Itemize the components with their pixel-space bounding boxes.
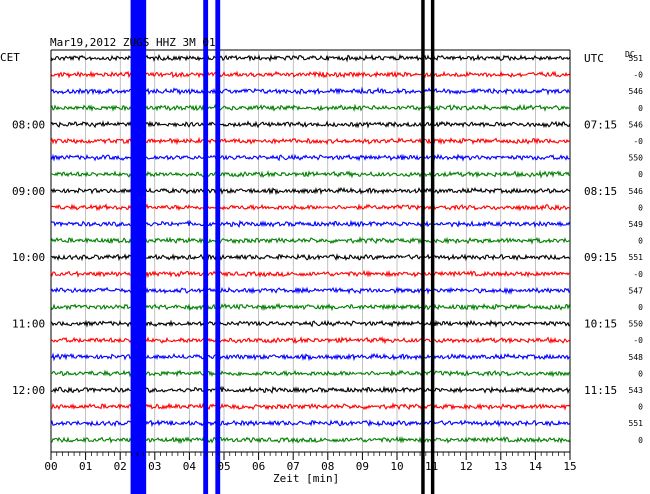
x-tick-label: 01 [79, 460, 92, 473]
dc-value: -0 [633, 270, 643, 279]
dc-value: 0 [638, 403, 643, 412]
event-bands [130, 0, 435, 494]
event-band [421, 0, 425, 494]
dc-value: 546 [629, 120, 644, 129]
right-time-label: 09:15 [584, 251, 617, 264]
right-time-label: 08:15 [584, 185, 617, 198]
event-band [130, 0, 147, 494]
x-tick-label: 05 [217, 460, 230, 473]
event-band [430, 0, 435, 494]
x-tick-label: 07 [287, 460, 300, 473]
x-tick-label: 13 [494, 460, 507, 473]
dc-value: 0 [638, 203, 643, 212]
left-time-label: 08:00 [12, 118, 45, 131]
dc-value: 0 [638, 237, 643, 246]
x-tick-label: 04 [183, 460, 197, 473]
x-tick-label: 02 [114, 460, 127, 473]
x-tick-label: 15 [563, 460, 576, 473]
dc-value: 551 [629, 419, 644, 428]
x-tick-label: 12 [460, 460, 473, 473]
dc-value: 0 [638, 170, 643, 179]
dc-value: 0 [638, 436, 643, 445]
dc-value: 546 [629, 87, 644, 96]
event-band [215, 0, 221, 494]
dc-value: 548 [629, 353, 644, 362]
row-labels: 08:00 09:00 10:00 11:00 12:00 UTC 07:15 08:15 09… [12, 52, 643, 445]
dc-value: 550 [629, 154, 644, 163]
right-time-label: 07:15 [584, 118, 617, 131]
dc-value: 547 [629, 286, 644, 295]
dc-value: -0 [633, 71, 643, 80]
x-tick-label: 09 [356, 460, 369, 473]
dc-value: 0 [638, 104, 643, 113]
x-axis-label: Zeit [min] [273, 472, 339, 485]
dc-value: 551 [629, 54, 644, 63]
right-time-label: 10:15 [584, 318, 617, 331]
dc-value: 551 [629, 253, 644, 262]
chart-title: Mar19,2012 ZUGS HHZ 3M 01 [50, 36, 216, 49]
dc-value: 543 [629, 386, 644, 395]
left-time-label: 10:00 [12, 251, 45, 264]
x-tick-label: 11 [425, 460, 438, 473]
dc-value: 0 [638, 303, 643, 312]
x-axis: 00 01 02 03 04 05 06 07 08 09 10 11 12 13 14 15 [44, 452, 577, 473]
trace-rows [50, 53, 571, 445]
x-tick-label: 06 [252, 460, 265, 473]
dc-value: 549 [629, 220, 644, 229]
x-tick-label: 08 [321, 460, 334, 473]
left-timezone-label: CET [0, 51, 20, 64]
dc-value: 546 [629, 187, 644, 196]
dc-value: 0 [638, 369, 643, 378]
dc-value: -0 [633, 336, 643, 345]
left-time-label: 12:00 [12, 384, 45, 397]
x-tick-label: 03 [148, 460, 161, 473]
event-band [203, 0, 209, 494]
right-time-label: 11:15 [584, 384, 617, 397]
dc-header-label: DC [625, 50, 635, 59]
x-tick-label: 00 [44, 460, 57, 473]
right-time-label: UTC [584, 52, 604, 65]
x-tick-label: 10 [390, 460, 403, 473]
x-tick-label: 14 [529, 460, 543, 473]
dc-value: -0 [633, 137, 643, 146]
left-time-label: 11:00 [12, 318, 45, 331]
dc-value: 550 [629, 320, 644, 329]
left-time-label: 09:00 [12, 185, 45, 198]
